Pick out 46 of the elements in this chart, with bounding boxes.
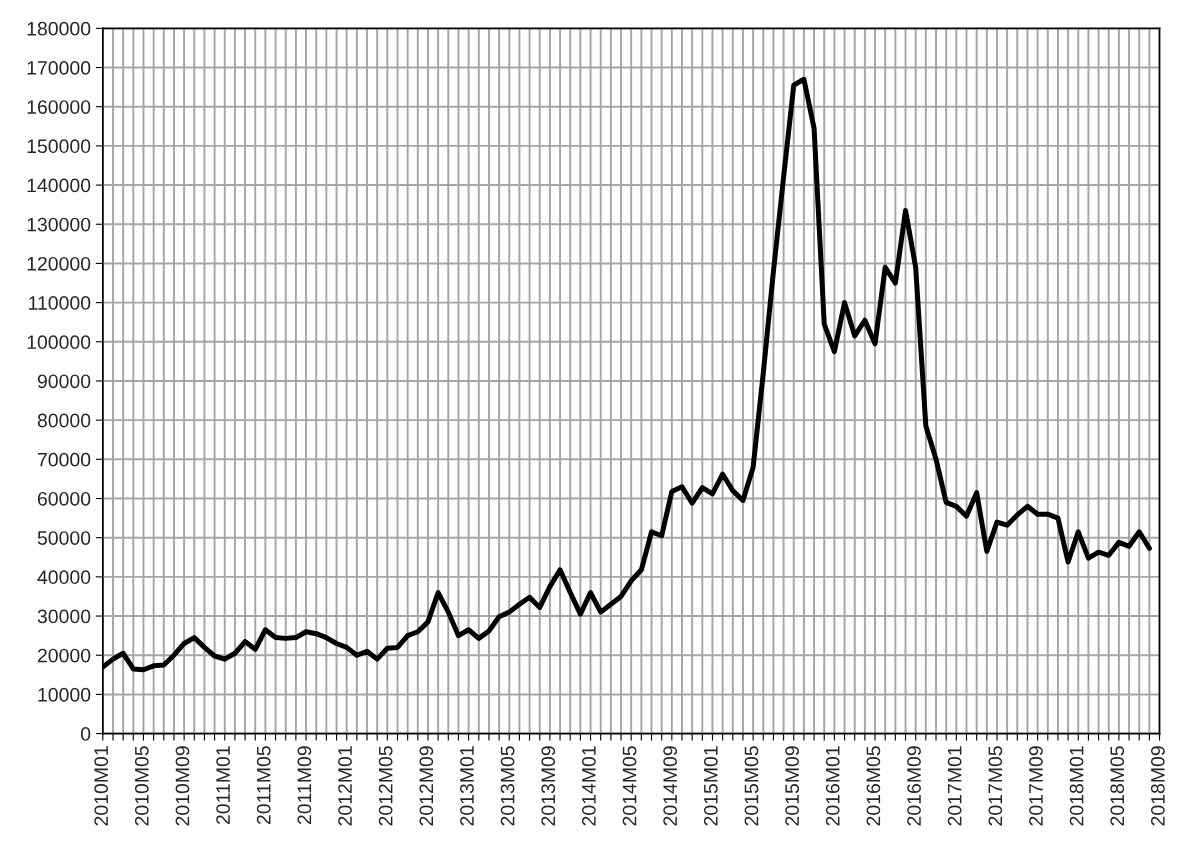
y-tick-label: 160000 [27,100,91,114]
x-tick-label: 2013M09 [541,746,556,826]
x-tick-label: 2010M09 [175,746,190,826]
y-tick-label: 90000 [37,374,91,389]
x-tick-label: 2010M05 [134,746,149,826]
x-tick-label: 2014M05 [622,746,637,826]
y-tick-label: 100000 [27,335,91,350]
x-tick-label: 2011M09 [297,746,312,825]
x-tick-label: 2014M01 [582,746,596,826]
x-tick-label: 2016M01 [825,746,840,826]
x-tick-label: 2015M01 [703,746,718,826]
x-tick-label: 2013M05 [500,746,515,826]
x-tick-label: 2017M09 [1029,746,1043,826]
y-tick-label: 150000 [27,139,91,154]
x-tick-label: 2016M09 [907,746,921,826]
y-tick-label: 130000 [27,217,91,232]
x-tick-label: 2015M09 [785,746,799,826]
x-tick-label: 2012M01 [338,746,352,826]
x-tick-label: 2015M05 [744,746,759,826]
y-tick-label: 0 [80,727,91,741]
x-tick-label: 2016M05 [866,746,881,826]
x-tick-label: 2018M01 [1069,746,1084,826]
y-tick-label: 120000 [27,256,91,271]
x-tick-label: 2018M09 [1150,746,1165,826]
y-tick-label: 40000 [37,570,91,585]
x-tick-label: 2011M05 [256,746,271,825]
y-tick-label: 20000 [37,648,91,663]
y-tick-label: 180000 [27,21,91,36]
x-tick-label: 2011M01 [216,746,230,825]
x-tick-label: 2013M01 [460,746,474,826]
y-tick-label: 80000 [37,413,91,428]
y-tick-label: 170000 [27,60,91,75]
x-tick-label: 2010M01 [94,746,109,826]
x-tick-label: 2012M05 [378,746,393,826]
x-tick-label: 2014M09 [663,746,678,826]
x-tick-label: 2012M09 [419,746,434,826]
y-tick-label: 70000 [37,452,91,467]
y-tick-label: 140000 [27,178,91,193]
y-tick-label: 10000 [38,687,91,702]
x-tick-label: 2017M01 [947,746,962,826]
y-tick-label: 30000 [37,609,91,624]
y-tick-label: 60000 [37,491,91,506]
x-tick-label: 2018M05 [1110,746,1125,826]
y-tick-label: 50000 [37,531,91,545]
y-tick-label: 110000 [29,296,91,310]
x-tick-label: 2017M05 [988,746,1003,826]
